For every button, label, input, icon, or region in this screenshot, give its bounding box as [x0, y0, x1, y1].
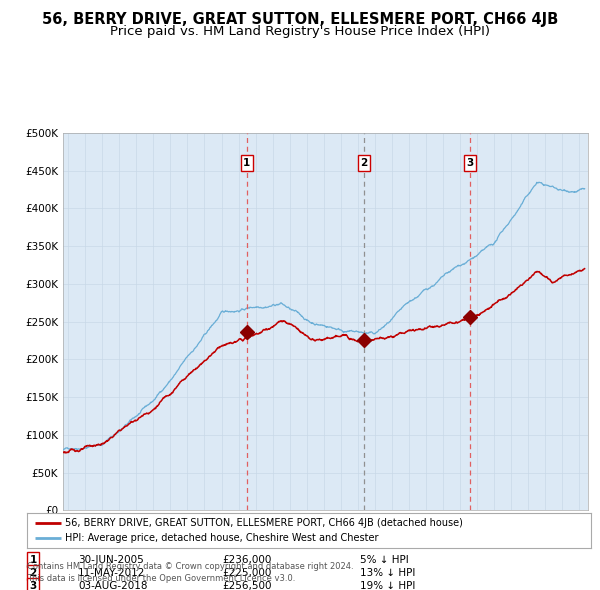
Text: 2: 2 — [29, 568, 37, 578]
Text: £236,000: £236,000 — [222, 555, 271, 565]
Text: 19% ↓ HPI: 19% ↓ HPI — [360, 581, 415, 590]
Text: 5% ↓ HPI: 5% ↓ HPI — [360, 555, 409, 565]
Text: 13% ↓ HPI: 13% ↓ HPI — [360, 568, 415, 578]
Text: 11-MAY-2012: 11-MAY-2012 — [78, 568, 145, 578]
Text: 1: 1 — [243, 158, 251, 168]
Text: 3: 3 — [29, 581, 37, 590]
Text: HPI: Average price, detached house, Cheshire West and Chester: HPI: Average price, detached house, Ches… — [65, 533, 379, 543]
Text: £225,000: £225,000 — [222, 568, 271, 578]
Text: 56, BERRY DRIVE, GREAT SUTTON, ELLESMERE PORT, CH66 4JB (detached house): 56, BERRY DRIVE, GREAT SUTTON, ELLESMERE… — [65, 517, 463, 527]
Text: 1: 1 — [29, 555, 37, 565]
Text: 03-AUG-2018: 03-AUG-2018 — [78, 581, 148, 590]
Text: £256,500: £256,500 — [222, 581, 271, 590]
Text: Price paid vs. HM Land Registry's House Price Index (HPI): Price paid vs. HM Land Registry's House … — [110, 25, 490, 38]
Text: 56, BERRY DRIVE, GREAT SUTTON, ELLESMERE PORT, CH66 4JB: 56, BERRY DRIVE, GREAT SUTTON, ELLESMERE… — [42, 12, 558, 27]
Text: 30-JUN-2005: 30-JUN-2005 — [78, 555, 144, 565]
Text: 2: 2 — [361, 158, 368, 168]
Text: Contains HM Land Registry data © Crown copyright and database right 2024.
This d: Contains HM Land Registry data © Crown c… — [27, 562, 353, 583]
Text: 3: 3 — [467, 158, 474, 168]
